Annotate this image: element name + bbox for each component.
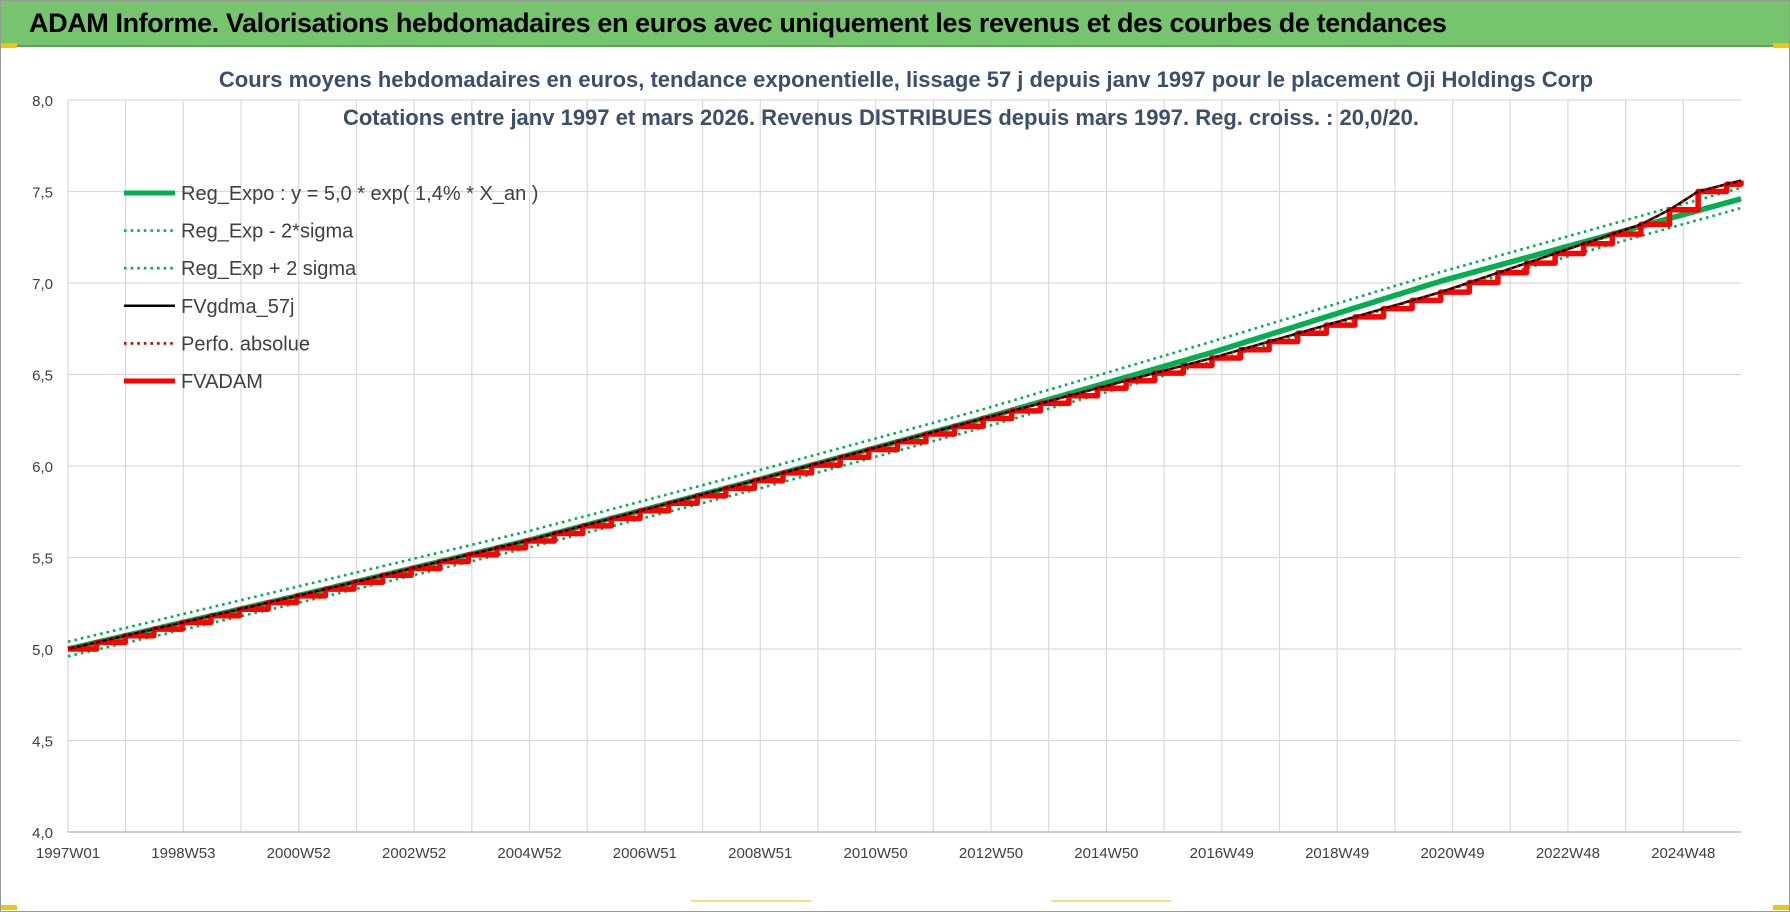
chart-grid — [67, 99, 1741, 833]
chart-title: Cours moyens hebdomadaires en euros, ten… — [219, 67, 1593, 92]
x-tick-label: 2024W48 — [1651, 845, 1715, 862]
y-tick-label: 7,0 — [32, 276, 53, 293]
series-line — [67, 179, 1742, 651]
report-title: ADAM Informe. Valorisations hebdomadaire… — [29, 8, 1447, 38]
y-tick-label: 7,5 — [32, 185, 53, 202]
series-line — [68, 180, 1744, 652]
y-tick-label: 5,5 — [32, 551, 53, 568]
bottom-accent — [1051, 900, 1171, 902]
legend-label: Reg_Exp - 2*sigma — [181, 221, 354, 243]
x-tick-label: 2002W52 — [382, 845, 446, 862]
corner-accent — [1773, 905, 1789, 910]
corner-accent — [1, 43, 17, 48]
y-tick-label: 8,0 — [32, 93, 53, 110]
x-tick-label: 2010W50 — [844, 845, 908, 862]
corner-accent — [1773, 43, 1789, 48]
series-line — [67, 179, 1742, 651]
x-tick-label: 2018W49 — [1305, 845, 1369, 862]
y-tick-label: 4,5 — [32, 734, 53, 751]
x-tick-label: 2006W51 — [613, 845, 677, 862]
x-tick-label: 2008W51 — [728, 845, 792, 862]
x-axis: 1997W01 1998W53 2000W52 2002W52 2004W52 2006W… — [36, 831, 1741, 862]
x-tick-label: 2022W48 — [1536, 845, 1600, 862]
x-tick-label: 2004W52 — [497, 845, 561, 862]
x-tick-label: 2000W52 — [267, 845, 331, 862]
y-tick-label: 6,5 — [32, 368, 53, 385]
chart-subtitle: Cotations entre janv 1997 et mars 2026. … — [343, 105, 1419, 130]
corner-accent — [1, 905, 17, 910]
x-tick-label: 1997W01 — [36, 845, 100, 862]
x-tick-label: 2014W50 — [1074, 845, 1138, 862]
x-tick-label: 2020W49 — [1420, 845, 1484, 862]
x-tick-label: 2016W49 — [1190, 845, 1254, 862]
y-tick-label: 4,0 — [32, 825, 53, 842]
x-tick-label: 2012W50 — [959, 845, 1023, 862]
y-tick-label: 5,0 — [32, 642, 53, 659]
y-axis: 4,0 4,5 5,0 5,5 6,0 6,5 7,0 7,5 8,0 — [32, 93, 53, 842]
x-tick-label: 1998W53 — [151, 845, 215, 862]
legend-label: FVgdma_57j — [181, 296, 294, 318]
legend-label: FVADAM — [181, 371, 263, 393]
legend-label: Reg_Expo : y = 5,0 * exp( 1,4% * X_an ) — [181, 183, 538, 205]
legend-label: Perfo. absolue — [181, 333, 310, 355]
legend-label: Reg_Exp + 2 sigma — [181, 258, 357, 280]
series-line — [67, 186, 1742, 643]
y-tick-label: 6,0 — [32, 459, 53, 476]
plot-area — [67, 179, 1744, 658]
header-banner: ADAM Informe. Valorisations hebdomadaire… — [1, 1, 1789, 47]
bottom-accent — [691, 900, 811, 902]
line-chart: 4,0 4,5 5,0 5,5 6,0 6,5 7,0 7,5 8,0 1997W01 1998W… — [32, 67, 1744, 862]
chart-legend: Reg_Expo : y = 5,0 * exp( 1,4% * X_an ) R… — [124, 183, 538, 393]
